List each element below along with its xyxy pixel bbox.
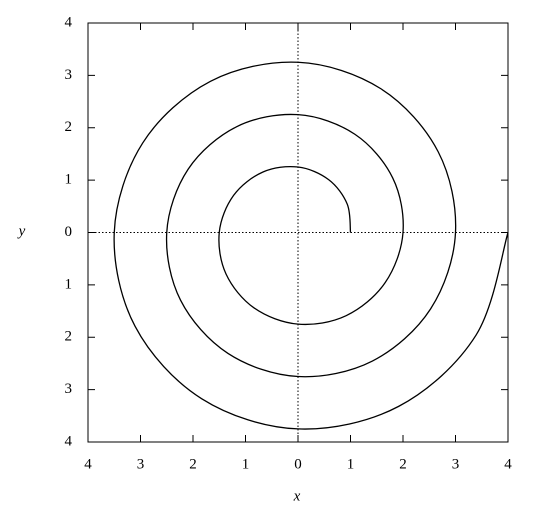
y-tick-label: 1: [65, 276, 73, 292]
x-tick-label: 1: [242, 456, 250, 472]
x-tick-label: 2: [399, 456, 407, 472]
x-tick-label: 3: [137, 456, 145, 472]
x-tick-label: 0: [294, 456, 302, 472]
y-tick-label: 2: [65, 119, 73, 135]
x-tick-label: 3: [452, 456, 460, 472]
x-tick-label: 1: [347, 456, 355, 472]
y-tick-label: 3: [65, 381, 73, 397]
y-tick-label: 4: [65, 14, 73, 30]
x-tick-label: 4: [504, 456, 512, 472]
y-tick-label: 1: [65, 172, 73, 188]
y-tick-label: 4: [65, 433, 73, 449]
y-axis-title: y: [17, 223, 26, 239]
y-tick-label: 2: [65, 329, 73, 345]
x-tick-label: 4: [84, 456, 92, 472]
y-tick-label: 3: [65, 67, 73, 83]
x-tick-label: 2: [189, 456, 197, 472]
y-tick-label: 0: [65, 224, 73, 240]
x-axis-title: x: [293, 488, 301, 504]
spiral-line: [113, 61, 509, 430]
